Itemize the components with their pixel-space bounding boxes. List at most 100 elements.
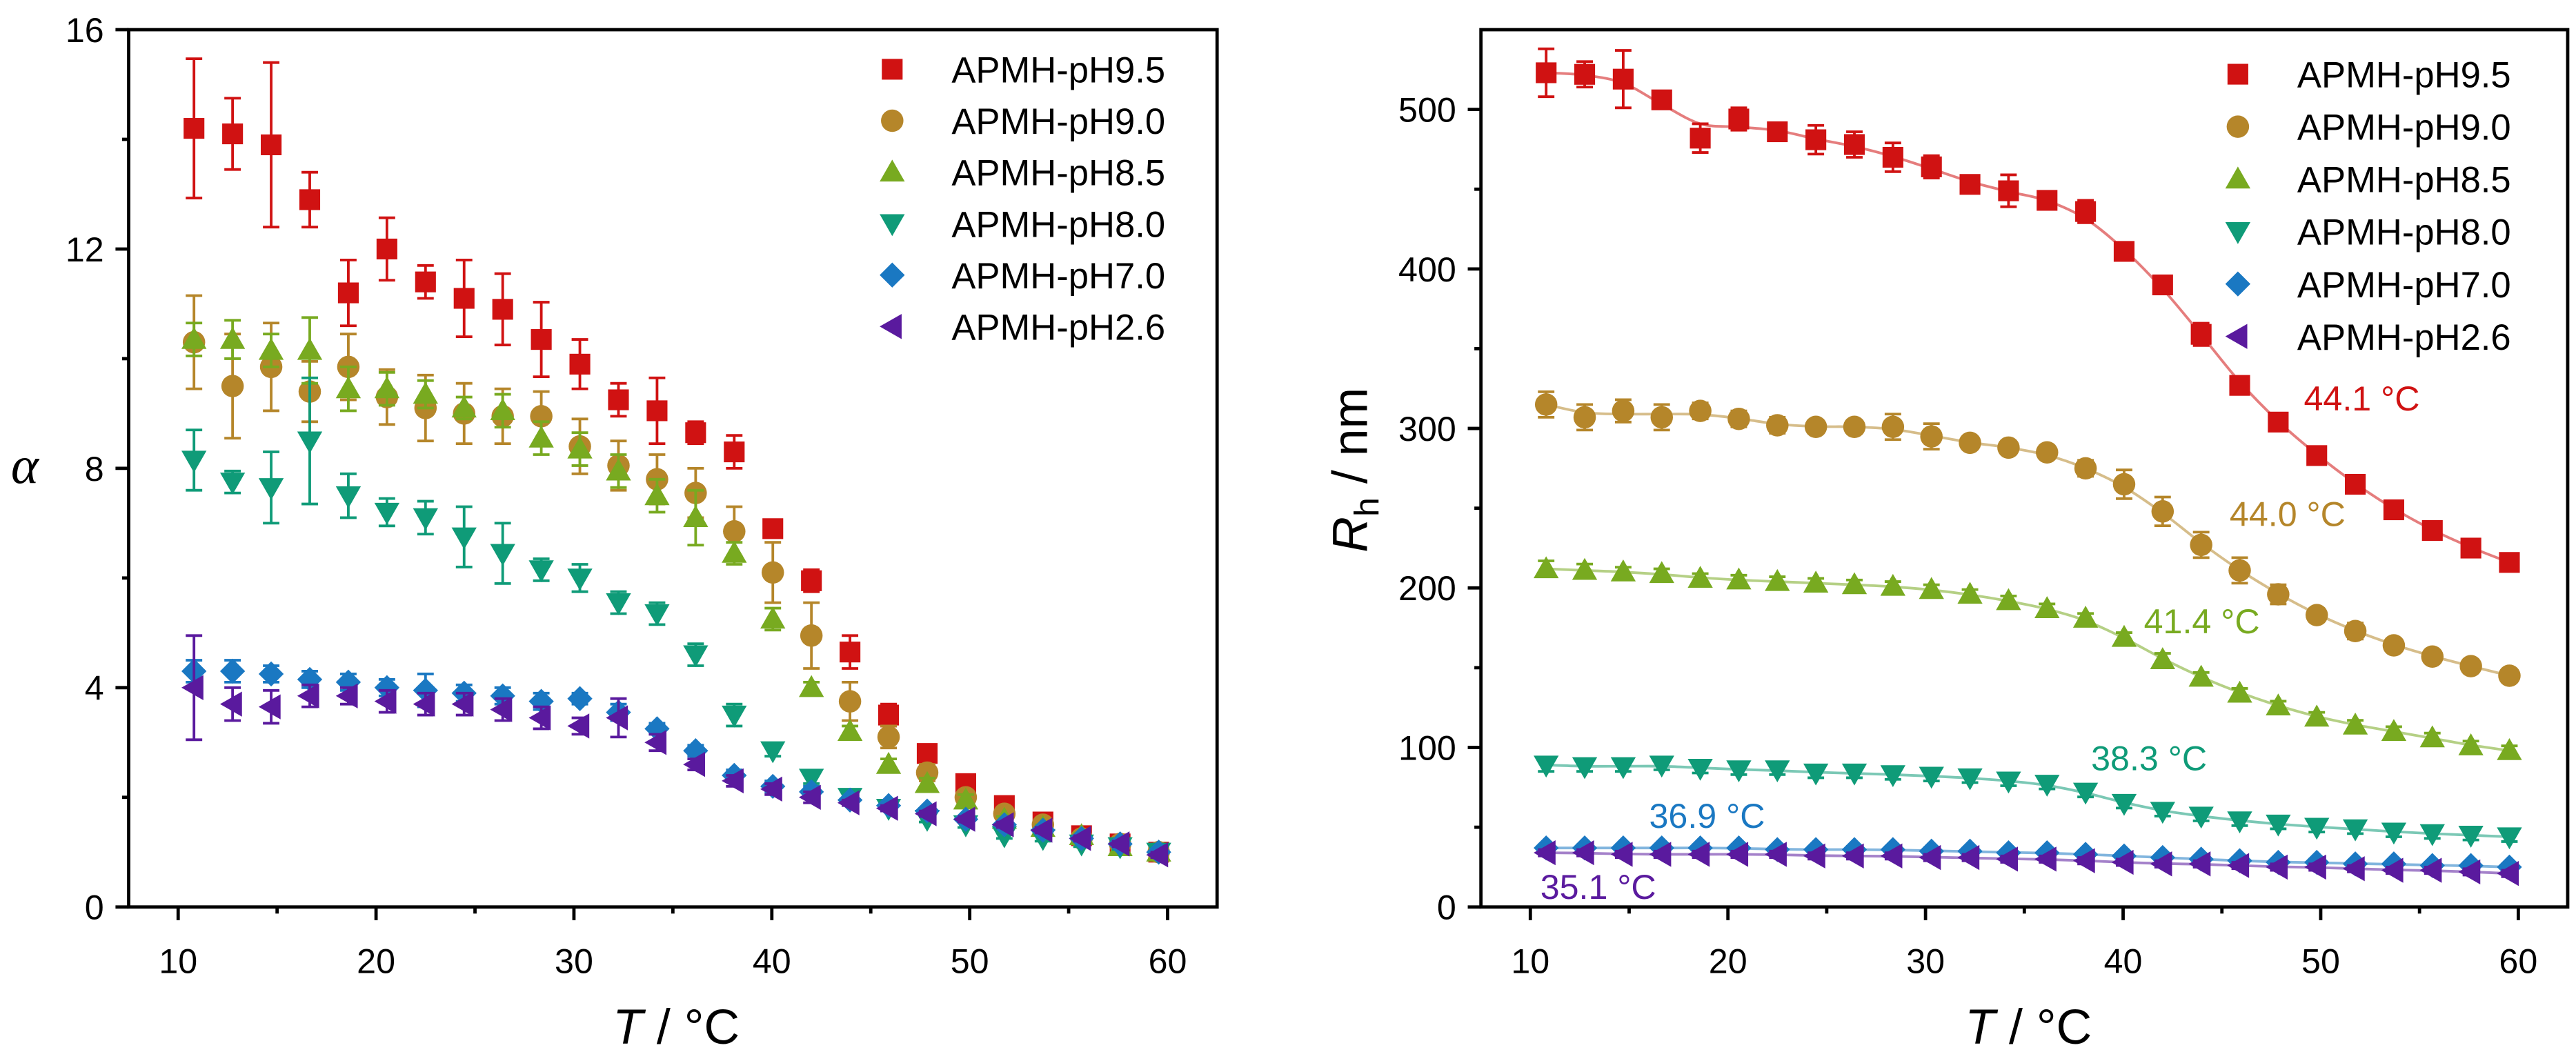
data-point-apmh-ph9-0: [2267, 583, 2290, 606]
data-point-apmh-ph8-0: [1534, 755, 1559, 778]
data-point-apmh-ph8-0: [683, 645, 709, 668]
legend-label: APMH-pH2.6: [951, 307, 1165, 348]
data-point-apmh-ph8-0: [1880, 765, 1906, 787]
data-point-apmh-ph8-0: [413, 508, 438, 530]
y-tick-label: 16: [66, 11, 104, 50]
x-tick-label: 10: [1511, 942, 1549, 980]
legend-label: APMH-pH9.0: [2297, 108, 2511, 148]
data-point-apmh-ph9-5: [453, 288, 475, 309]
y-tick-label: 12: [66, 230, 104, 269]
data-point-apmh-ph8-5: [2342, 712, 2368, 735]
y-tick-label: 0: [1437, 889, 1456, 927]
data-point-apmh-ph9-5: [2499, 552, 2520, 573]
data-point-apmh-ph9-0: [1920, 425, 1943, 448]
transition-temperature-label: 38.3 °C: [2091, 739, 2207, 777]
data-point-apmh-ph8-5: [451, 395, 477, 418]
data-point-apmh-ph9-5: [724, 441, 745, 463]
data-point-apmh-ph7-0: [567, 686, 593, 711]
data-point-apmh-ph2-6: [1107, 831, 1130, 857]
data-point-apmh-ph9-0: [2151, 500, 2174, 523]
data-point-apmh-ph8-0: [2188, 806, 2214, 829]
data-point-apmh-ph9-5: [1921, 156, 1942, 177]
data-point-apmh-ph2-6: [722, 768, 744, 794]
legend-marker-apmh-ph9-5: [2227, 63, 2248, 85]
data-point-apmh-ph7-0: [374, 675, 400, 700]
data-point-apmh-ph8-0: [2419, 824, 2445, 846]
data-point-apmh-ph8-0: [451, 527, 477, 550]
data-point-apmh-ph2-6: [451, 691, 474, 717]
data-point-apmh-ph9-5: [2383, 499, 2404, 521]
data-point-apmh-ph9-0: [2498, 664, 2521, 687]
data-point-apmh-ph2-6: [1919, 844, 1941, 871]
data-point-apmh-ph8-0: [722, 705, 747, 728]
data-point-apmh-ph2-6: [2188, 851, 2211, 877]
data-point-apmh-ph8-0: [1957, 768, 1983, 791]
data-point-apmh-ph8-0: [1726, 760, 1752, 783]
data-point-apmh-ph9-0: [1843, 415, 1866, 439]
data-point-apmh-ph9-5: [2152, 274, 2173, 296]
data-point-apmh-ph9-0: [1881, 415, 1905, 439]
data-point-apmh-ph9-5: [608, 389, 629, 410]
data-point-apmh-ph9-0: [1727, 407, 1750, 430]
data-point-apmh-ph9-5: [878, 704, 900, 726]
data-point-apmh-ph9-5: [1882, 146, 1903, 168]
legend-marker-apmh-ph9-0: [2226, 115, 2250, 138]
data-point-apmh-ph8-5: [1726, 567, 1752, 590]
data-point-apmh-ph8-5: [258, 337, 284, 360]
left-y-axis-label: α: [11, 436, 40, 495]
data-point-apmh-ph9-0: [2344, 619, 2367, 642]
y-tick-label: 0: [85, 889, 104, 927]
chart-panel-1: 10 20 30 40 50 600481216APMH-pH9.5APMH-pH9.0A…: [66, 11, 1219, 980]
data-point-apmh-ph8-5: [914, 771, 940, 793]
data-point-apmh-ph8-5: [2188, 664, 2214, 687]
data-point-apmh-ph8-0: [219, 473, 246, 495]
data-point-apmh-ph8-5: [297, 337, 323, 360]
data-point-apmh-ph7-0: [258, 661, 284, 687]
data-point-apmh-ph2-6: [1069, 826, 1091, 851]
data-point-apmh-ph8-0: [606, 593, 631, 615]
data-point-apmh-ph8-5: [2458, 733, 2484, 755]
data-point-apmh-ph2-6: [1146, 842, 1169, 868]
data-point-apmh-ph8-5: [490, 398, 515, 421]
legend-marker-apmh-ph9-5: [882, 59, 903, 80]
transition-temperature-label: 35.1 °C: [1540, 868, 1656, 906]
legend-label: APMH-pH8.5: [951, 153, 1165, 194]
data-point-apmh-ph2-6: [297, 683, 319, 708]
data-point-apmh-ph8-0: [760, 741, 786, 764]
data-point-apmh-ph9-5: [1843, 134, 1865, 155]
data-point-apmh-ph8-5: [2419, 725, 2445, 748]
data-point-apmh-ph9-0: [2382, 634, 2406, 657]
y-tick-label: 4: [85, 669, 104, 708]
data-point-apmh-ph9-0: [1612, 399, 1635, 422]
data-point-apmh-ph9-0: [2228, 559, 2251, 582]
data-point-apmh-ph8-5: [1957, 582, 1983, 604]
data-point-apmh-ph2-6: [1957, 844, 1980, 871]
data-point-apmh-ph2-6: [1841, 843, 1864, 869]
x-tick-label: 50: [2301, 942, 2340, 980]
data-point-apmh-ph9-5: [801, 570, 822, 591]
series-apmh-ph9-5: [1536, 47, 2520, 573]
data-point-apmh-ph9-5: [840, 642, 861, 663]
legend-marker-apmh-ph8-0: [2225, 221, 2251, 244]
data-point-apmh-ph9-0: [723, 520, 746, 543]
data-point-apmh-ph8-5: [1880, 573, 1906, 596]
data-point-apmh-ph9-5: [2037, 190, 2058, 211]
data-point-apmh-ph9-5: [1612, 68, 1634, 90]
data-point-apmh-ph2-6: [760, 776, 782, 802]
data-point-apmh-ph2-6: [606, 705, 628, 731]
data-point-apmh-ph8-0: [2381, 822, 2407, 845]
data-point-apmh-ph9-5: [337, 282, 359, 304]
y-tick-label: 8: [85, 450, 104, 488]
data-point-apmh-ph8-0: [567, 568, 593, 591]
data-point-apmh-ph8-5: [2111, 624, 2137, 647]
data-point-apmh-ph8-5: [567, 436, 593, 459]
data-point-apmh-ph8-0: [490, 544, 515, 566]
data-point-apmh-ph9-0: [2190, 533, 2212, 557]
y-tick-label: 200: [1398, 569, 1456, 608]
data-point-apmh-ph2-6: [2034, 846, 2057, 872]
right-y-axis-label: Rh / nm: [1323, 388, 1387, 553]
data-point-apmh-ph9-5: [2113, 241, 2135, 262]
data-point-apmh-ph9-5: [1690, 128, 1711, 149]
data-point-apmh-ph8-5: [1572, 557, 1598, 580]
data-point-apmh-ph8-5: [2227, 680, 2252, 703]
